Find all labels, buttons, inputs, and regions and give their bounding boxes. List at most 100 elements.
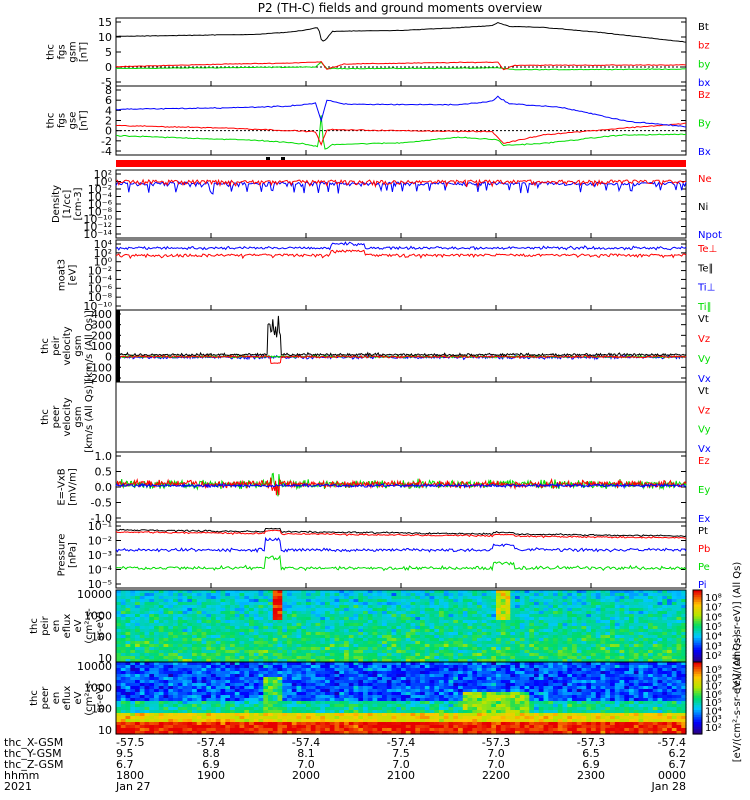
spec-cell bbox=[306, 596, 312, 600]
spec-cell bbox=[619, 617, 625, 621]
spec-cell bbox=[196, 665, 203, 669]
spec-cell bbox=[282, 599, 288, 603]
spec-cell bbox=[287, 722, 293, 726]
spec-cell bbox=[353, 596, 359, 600]
spec-cell bbox=[306, 671, 312, 675]
spec-cell bbox=[287, 620, 293, 624]
spec-cell bbox=[253, 647, 260, 651]
spec-cell bbox=[576, 635, 583, 639]
spec-cell bbox=[477, 641, 483, 645]
spec-cell bbox=[135, 725, 141, 729]
spec-cell bbox=[244, 683, 250, 687]
spec-cell bbox=[211, 602, 217, 606]
spec-cell bbox=[415, 725, 421, 729]
spec-cell bbox=[192, 725, 198, 729]
spec-cell bbox=[377, 704, 383, 708]
spec-cell bbox=[467, 590, 473, 594]
spec-cell bbox=[325, 725, 331, 729]
spec-cell bbox=[334, 674, 340, 678]
spec-cell bbox=[329, 731, 336, 735]
spec-cell bbox=[187, 638, 193, 642]
spec-cell bbox=[296, 596, 302, 600]
spec-cell bbox=[334, 653, 340, 657]
spec-cell bbox=[168, 671, 174, 675]
spec-cell bbox=[391, 725, 397, 729]
spec-cell bbox=[144, 722, 150, 726]
spec-cell bbox=[249, 710, 255, 714]
spec-cell bbox=[396, 602, 402, 606]
spec-cell bbox=[258, 704, 264, 708]
spec-cell bbox=[477, 590, 483, 594]
spec-cell bbox=[434, 671, 440, 675]
spec-cell bbox=[291, 710, 298, 714]
spec-cell bbox=[386, 704, 393, 708]
spec-cell bbox=[358, 635, 364, 639]
spec-cell bbox=[382, 692, 388, 696]
spec-cell bbox=[263, 629, 269, 633]
spec-cell bbox=[249, 605, 255, 609]
spec-cell bbox=[643, 611, 649, 615]
spec-cell bbox=[139, 602, 146, 606]
spec-cell bbox=[448, 725, 454, 729]
spec-cell bbox=[116, 596, 122, 600]
spec-cell bbox=[215, 710, 222, 714]
spec-cell bbox=[486, 614, 492, 618]
spec-cell bbox=[363, 632, 369, 636]
spec-cell bbox=[439, 632, 445, 636]
spec-cell bbox=[557, 659, 564, 663]
spec-cell bbox=[173, 596, 179, 600]
spec-cell bbox=[358, 707, 364, 711]
spec-cell bbox=[443, 728, 450, 732]
spec-cell bbox=[453, 596, 459, 600]
spec-cell bbox=[291, 614, 298, 618]
spec-cell bbox=[320, 626, 326, 630]
spec-cell bbox=[206, 725, 212, 729]
y-tick-label: 10⁻⁴ bbox=[88, 273, 113, 286]
spec-cell bbox=[671, 632, 678, 636]
spec-cell bbox=[391, 701, 397, 705]
spec-cell bbox=[344, 698, 350, 702]
spec-cell bbox=[211, 629, 217, 633]
spec-cell bbox=[201, 599, 207, 603]
spec-cell bbox=[310, 599, 317, 603]
spec-cell bbox=[367, 617, 374, 621]
spec-cell bbox=[415, 731, 421, 735]
spec-cell bbox=[239, 701, 245, 705]
spec-cell bbox=[424, 602, 431, 606]
spec-cell bbox=[657, 644, 663, 648]
spec-cell bbox=[439, 665, 445, 669]
spec-cell bbox=[277, 698, 283, 702]
spec-cell bbox=[348, 692, 355, 696]
spec-cell bbox=[667, 644, 673, 648]
spec-cell bbox=[329, 704, 336, 708]
y-axis-label-line: [km/s (All Qs)] bbox=[84, 381, 95, 453]
spec-cell bbox=[610, 629, 616, 633]
spec-cell bbox=[206, 731, 212, 735]
spec-cell bbox=[448, 602, 454, 606]
spec-cell bbox=[291, 698, 298, 702]
spec-cell bbox=[377, 629, 383, 633]
spec-cell bbox=[377, 731, 383, 735]
spec-cell bbox=[572, 608, 578, 612]
panel-frame bbox=[115, 85, 687, 156]
spec-cell bbox=[420, 668, 426, 672]
y-tick-label: 100 bbox=[91, 703, 112, 716]
spec-cell bbox=[263, 725, 269, 729]
spec-cell bbox=[481, 650, 488, 654]
spec-cell bbox=[234, 590, 241, 594]
spec-cell bbox=[481, 599, 488, 603]
spec-cell bbox=[201, 713, 207, 717]
spec-cell bbox=[334, 713, 340, 717]
spec-cell bbox=[377, 644, 383, 648]
spec-cell bbox=[201, 719, 207, 723]
legend-Ey: Ey bbox=[698, 485, 710, 496]
spec-cell bbox=[268, 626, 274, 630]
spec-cell bbox=[315, 686, 321, 690]
spec-cell bbox=[168, 623, 174, 627]
spec-cell bbox=[287, 641, 293, 645]
spec-cell bbox=[448, 653, 454, 657]
spec-cell bbox=[272, 728, 279, 732]
spec-cell bbox=[120, 608, 127, 612]
spec-cell bbox=[282, 701, 288, 705]
spec-cell bbox=[401, 653, 407, 657]
